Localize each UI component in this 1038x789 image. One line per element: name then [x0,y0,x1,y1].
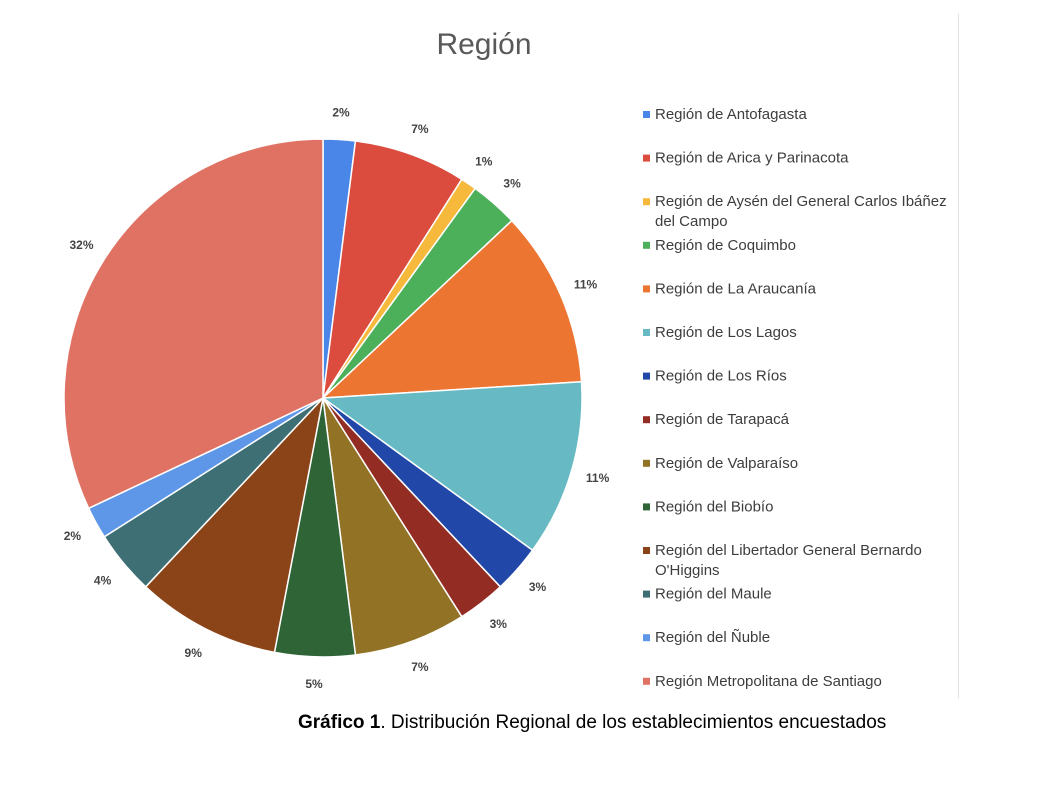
chart-title: Región [436,28,531,61]
legend-swatch [643,503,650,511]
legend-item: Región de Antofagasta [643,106,807,123]
chart-frame: Región 2% 7% 1% 3% 11% 11% 3% 3% 7% 5% 9% 4% 2% 32% R… [13,14,959,698]
pie-slice [144,395,325,654]
legend-item: Región de Los Lagos [643,324,797,341]
slice-label: 7% [411,122,429,136]
legend-swatch [643,634,650,642]
legend-item: Región del Libertador General Bernardo O'… [643,542,922,579]
pie-slice [322,140,463,399]
slice-label: 2% [332,106,350,120]
legend-label: Región Metropolitana de Santiago [655,673,882,690]
legend-label: Región de Antofagasta [655,106,807,123]
legend-swatch [643,547,650,554]
legend-swatch [643,416,650,424]
slice-label: 1% [475,155,493,169]
legend-label: Región de Valparaíso [655,455,798,472]
legend-label: Región del Libertador General Bernardo O'… [655,542,922,579]
legend-swatch [643,154,650,162]
pie-slice-labels: 2% 7% 1% 3% 11% 11% 3% 3% 7% 5% 9% 4% 2% 32% [64,106,610,691]
legend-item: Región de Tarapacá [643,411,790,428]
legend-label: Región de Los Ríos [655,368,787,385]
slice-label: 4% [94,573,112,587]
legend-item: Región de Aysén del General Carlos Ibáñe… [643,193,947,230]
legend-label: Región de Tarapacá [655,411,790,428]
legend-item: Región de Arica y Parinacota [643,150,849,167]
legend-swatch [643,590,650,598]
legend-label: Región de Coquimbo [655,237,796,254]
legend-label: Región de Aysén del General Carlos Ibáñe… [655,193,947,230]
legend-label: Región del Maule [655,586,772,603]
legend-swatch [643,111,650,118]
legend-item: Región de Valparaíso [643,455,798,472]
legend-swatch [643,198,650,206]
pie-slice [320,380,583,552]
slice-label: 3% [490,617,508,631]
slice-label: 9% [185,646,203,660]
slice-label: 11% [586,471,610,485]
legend-swatch [643,329,650,336]
legend-label: Región del Ñuble [655,629,770,646]
slice-label: 3% [503,177,521,191]
legend-label: Región de Los Lagos [655,324,797,341]
slice-label: 7% [411,660,429,674]
caption-text: . Distribución Regional de los estableci… [380,712,887,733]
slice-label: 3% [529,580,547,594]
pie-chart: Región 2% 7% 1% 3% 11% 11% 3% 3% 7% 5% 9% 4% 2% 32% R… [63,28,947,691]
legend-item: Región Metropolitana de Santiago [643,673,882,690]
legend-item: Región de Coquimbo [643,237,796,254]
pie-slices [63,138,583,658]
legend-label: Región del Biobío [655,498,773,515]
legend-item: Región del Biobío [643,498,773,515]
slice-label: 5% [305,677,323,691]
legend: Región de Antofagasta Región de Arica y P… [643,106,947,690]
pie-slice [63,138,324,510]
legend-swatch [643,459,650,467]
caption-prefix: Gráfico 1 [298,712,381,733]
slice-label: 32% [69,238,93,252]
legend-item: Región de La Araucanía [643,280,817,297]
pie-slice [322,397,463,656]
pie-slice [320,219,583,399]
legend-item: Región del Ñuble [643,629,770,646]
slice-label: 11% [574,277,598,291]
legend-swatch [643,677,650,685]
legend-swatch [643,372,650,380]
legend-swatch [643,241,650,249]
legend-label: Región de La Araucanía [655,280,817,297]
slice-label: 2% [64,529,82,543]
legend-item: Región del Maule [643,586,772,603]
figure-caption: Gráfico 1. Distribución Regional de los … [298,712,886,734]
legend-swatch [643,285,650,293]
legend-label: Región de Arica y Parinacota [655,150,849,167]
legend-item: Región de Los Ríos [643,368,787,385]
